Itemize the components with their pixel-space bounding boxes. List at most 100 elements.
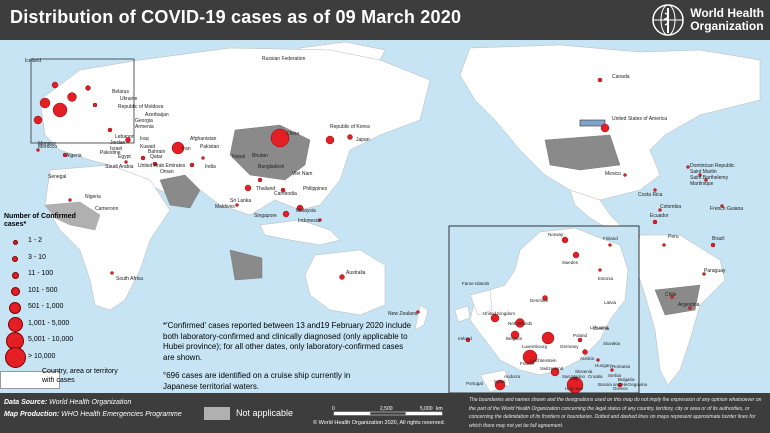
inset-label-hungary: Hungary [595, 363, 613, 368]
label-azerbaijan: Azerbaijan [145, 112, 169, 118]
inset-dot-romania [610, 368, 614, 372]
dot-argentina [688, 306, 692, 310]
dot-algeria [62, 152, 68, 158]
label-nepal: Nepal [232, 154, 245, 160]
legend-class-label: > 10,000 [28, 352, 56, 360]
dot-ukraine-main [92, 102, 98, 108]
label-japan: Japan [356, 137, 370, 143]
shape-usa [544, 134, 621, 171]
inset-label-slovakia: Slovakia [603, 341, 621, 346]
inset-label-estonia: Estonia [598, 276, 614, 281]
inset-label-netherlands: Netherlands [508, 321, 533, 326]
label-senegal: Senegal [48, 174, 66, 180]
dot-new-zealand [416, 310, 420, 314]
legend-class-label: 11 - 100 [28, 270, 54, 277]
legend-dot [12, 255, 18, 262]
inset-dot-italy [566, 376, 584, 393]
label-paraguay: Paraguay [704, 268, 726, 274]
inset-label-uk: United Kingdom [483, 311, 515, 316]
dot-morocco [36, 148, 40, 152]
org-name-line1: World Health [690, 6, 764, 20]
dot-brazil [710, 242, 716, 248]
scale-bar: 0 2,500 5,000 km [332, 406, 443, 416]
label-bhutan: Bhutan [252, 153, 268, 159]
label-indonesia: Indonesia [298, 218, 320, 224]
label-moldova: Republic of Moldova [118, 104, 164, 110]
data-source-value: World Health Organization [49, 399, 132, 406]
label-cameroon: Cameroon [95, 206, 119, 212]
inset-dot-greece [617, 382, 623, 388]
inset-label-norway: Norway [548, 232, 564, 237]
label-martinique: Martinique [690, 181, 714, 187]
inset-dot-spain [494, 379, 506, 391]
inset-label-croatia: Croatia [588, 374, 603, 379]
inset-dot-norway [561, 236, 569, 244]
not-applicable-swatch [204, 407, 230, 420]
label-costa-rica: Costa Rica [638, 192, 663, 198]
label-china: China [286, 131, 299, 137]
usa-marker [579, 119, 606, 127]
dot-costa-rica [653, 188, 657, 192]
label-russia: Russian Federation [262, 56, 306, 62]
legend-dot [9, 302, 21, 314]
label-canada: Canada [612, 74, 630, 80]
label-monaco: Monaco [38, 141, 56, 147]
label-usa: United States of America [612, 116, 667, 122]
dot-poland-main [85, 85, 91, 91]
label-singapore: Singapore [254, 213, 277, 219]
label-maldives: Maldives [215, 204, 235, 210]
inset-label-switzerland: Switzerland [540, 366, 564, 371]
dot-paraguay [702, 272, 706, 276]
countries-with-cases [159, 124, 701, 316]
label-kuwait: Kuwait [140, 144, 156, 150]
label-georgia: Georgia [135, 118, 153, 124]
dot-indonesia [318, 218, 322, 222]
label-malaysia: Malaysia [296, 208, 316, 214]
dot-colombia [658, 208, 662, 212]
inset-label-lithuania: Lithuania [590, 325, 609, 330]
label-korea: Republic of Korea [330, 124, 370, 130]
inset-label-spain: Spain [494, 379, 506, 384]
landmass-africa [44, 164, 171, 311]
dot-germany-main [67, 92, 77, 102]
dot-singapore [282, 210, 290, 218]
inset-dot-netherlands [515, 318, 525, 328]
label-nigeria: Nigeria [85, 194, 101, 200]
inset-label-serbia: Serbia [608, 373, 622, 378]
inset-dot-estonia [598, 268, 602, 272]
scale-label-0: 0 [332, 406, 335, 412]
map-production: Map Production: WHO Health Emergencies P… [4, 411, 182, 418]
legend-dot [12, 239, 18, 245]
inset-label-luxembourg: Luxembourg [522, 344, 548, 349]
dot-japan [347, 134, 353, 140]
inset-label-poland: Poland [573, 333, 588, 338]
legend-class-label: 5,001 - 10,000 [28, 336, 74, 343]
legend-dot [4, 347, 26, 368]
dot-dominican [686, 165, 690, 169]
legend-dot [11, 271, 19, 279]
note-cruise: °696 cases are identified on a cruise sh… [163, 371, 351, 391]
label-afghanistan: Afghanistan [190, 136, 217, 142]
inset-label-slovenia: Slovenia [575, 369, 593, 374]
shape-australia-cases [229, 249, 263, 281]
inset-label-greece: Greece [613, 386, 628, 391]
inset-dot-belgium [510, 330, 520, 340]
landmass-se-asia-islands [259, 219, 341, 246]
dot-mexico [623, 173, 627, 177]
label-dominican: Dominican Republic [690, 163, 735, 169]
label-colombia: Colombia [660, 204, 681, 210]
label-iceland: Iceland [25, 58, 41, 64]
legend-dot [7, 317, 23, 332]
shape-india [159, 174, 201, 209]
label-mexico: Mexico [605, 171, 621, 177]
dot-uae [140, 155, 146, 161]
dot-saudi [124, 160, 128, 164]
legend-class-label: 501 - 1,000 [28, 303, 64, 310]
dot-spain-main [33, 115, 43, 125]
label-bangladesh: Bangladesh [258, 164, 285, 170]
landmass-north-america [459, 44, 761, 201]
europe-inset: Norway Sweden Finland Denmark Estonia La… [448, 225, 648, 393]
dot-chile [670, 295, 674, 299]
dot-south-africa [110, 271, 114, 275]
inset-label-bulgaria: Bulgaria [618, 377, 635, 382]
